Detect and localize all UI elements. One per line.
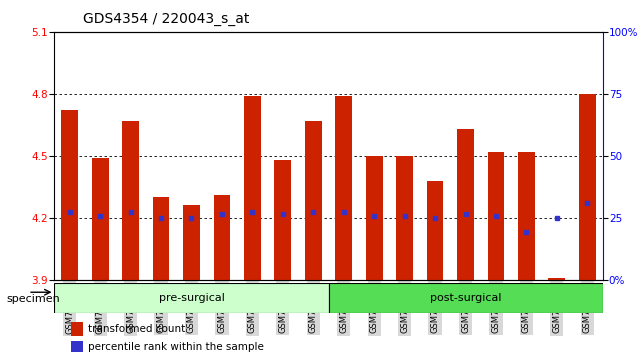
Bar (71, 341, 83, 352)
Bar (244, 96, 261, 280)
Bar (427, 181, 444, 280)
Bar (335, 96, 352, 280)
Bar (366, 156, 383, 280)
Bar (62, 110, 78, 280)
Bar (488, 152, 504, 280)
Bar (396, 156, 413, 280)
Text: post-surgical: post-surgical (429, 293, 501, 303)
Text: specimen: specimen (6, 294, 60, 304)
Text: GDS4354 / 220043_s_at: GDS4354 / 220043_s_at (83, 12, 250, 27)
Bar (71, 322, 83, 336)
Bar (213, 195, 230, 280)
Bar (274, 160, 291, 280)
Bar (122, 121, 139, 280)
Bar (54, 283, 328, 313)
Text: transformed count: transformed count (88, 324, 186, 334)
Text: pre-surgical: pre-surgical (158, 293, 224, 303)
Bar (518, 152, 535, 280)
Bar (153, 197, 169, 280)
Text: percentile rank within the sample: percentile rank within the sample (88, 342, 264, 352)
Bar (579, 94, 595, 280)
Bar (457, 129, 474, 280)
Bar (328, 283, 603, 313)
Bar (92, 158, 108, 280)
Bar (549, 278, 565, 280)
Bar (183, 205, 200, 280)
Bar (305, 121, 322, 280)
